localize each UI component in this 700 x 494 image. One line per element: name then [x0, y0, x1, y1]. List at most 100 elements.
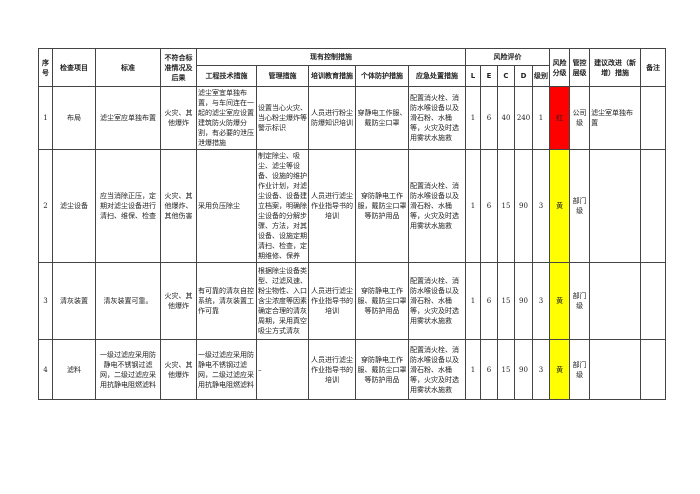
table-cell [589, 339, 642, 400]
header-row: 序号 检查项目 标准 不符合标准情况及后果 现有控制措施 风险评价 风险分级 管… [38, 48, 667, 87]
header-cell: 风险评价 [464, 48, 551, 66]
table-cell: 人员进行滤尘作业指导书的培训 [308, 262, 356, 340]
table-cell: 布局 [52, 86, 96, 150]
table-cell: 6 [480, 262, 498, 340]
table-cell: 40 [497, 86, 515, 150]
table-cell: 3 [531, 149, 551, 263]
table-row: 1 布局 滤尘室应单独布置 火灾、其他爆炸 滤尘室宜单独布置，与车间连在一起的滤尘室应设… [38, 86, 667, 150]
table-cell: 黄 [549, 339, 571, 400]
table-cell: 部门级 [569, 339, 591, 400]
table-cell: 公司级 [569, 86, 591, 150]
header-cell: 备注 [640, 48, 667, 87]
table-cell: 90 [514, 262, 533, 340]
table-cell: 90 [514, 149, 533, 263]
table-cell: 火灾、其他爆炸 [160, 339, 197, 400]
table-cell: 黄 [549, 262, 571, 340]
table-cell: 配置消火栓、消防水喉设备以及滑石粉、水桶等，火灾及时选用雾状水施救 [408, 262, 466, 340]
table-cell: 1 [465, 339, 481, 400]
header-cell: 管控层级 [569, 48, 591, 87]
table-cell: 清灰装置可靠。 [95, 262, 161, 340]
table-cell [589, 262, 642, 340]
table-cell: 3 [38, 262, 53, 340]
table-cell: 清灰装置 [52, 262, 96, 340]
table-cell: 一级过滤应采用防静电不锈钢过滤网，二级过滤应采用抗静电阻燃滤料 [95, 339, 161, 400]
table-row: 4 滤料 一级过滤应采用防静电不锈钢过滤网，二级过滤应采用抗静电阻燃滤料 火灾、其他爆… [38, 339, 667, 400]
header-cell: C [497, 65, 515, 87]
table-cell: 火灾、其他爆炸、其他伤害 [160, 149, 197, 263]
table-row: 2 滤尘设备 应当消除正压，定期对滤尘设备进行清扫、维保、检查 火灾、其他爆炸、其他伤… [38, 149, 667, 263]
table-cell: 红 [549, 86, 571, 150]
table-cell: 1 [465, 262, 481, 340]
table-cell: – [256, 339, 309, 400]
header-cell: 建议改进（新增）措施 [589, 48, 642, 87]
table-cell [640, 149, 667, 263]
table-cell: 90 [514, 339, 533, 400]
table-cell: 火灾、其他爆炸 [160, 262, 197, 340]
header-cell: 个体防护措施 [355, 65, 409, 87]
header-cell: L [465, 65, 481, 87]
table-cell: 滤尘室单独布置 [589, 86, 642, 150]
header-cell: 级别 [531, 65, 551, 87]
table-cell [640, 339, 667, 400]
header-cell: 序号 [38, 48, 53, 87]
table-cell: 1 [531, 86, 551, 150]
header-cell: 培训教育措施 [308, 65, 356, 87]
table-cell: 黄 [549, 149, 571, 263]
table-cell: 部门级 [569, 149, 591, 263]
table-cell: 配置消火栓、消防水喉设备以及滑石粉、水桶等，火灾及时选用雾状水施救 [408, 149, 466, 263]
table-cell: 人员进行粉尘防爆知识培训 [308, 86, 356, 150]
table-cell: 穿静电工作服、戴防尘口罩 [355, 86, 409, 150]
header-cell: 管理措施 [256, 65, 309, 87]
table-row: 3 清灰装置 清灰装置可靠。 火灾、其他爆炸 有可靠的清灰自控系统，清灰装置工作可靠 根据… [38, 262, 667, 340]
table-cell: 3 [531, 339, 551, 400]
table-cell: 滤尘室宜单独布置，与车间连在一起的滤尘室应设置建筑防火防爆分割，有必要的泄压泄爆… [196, 86, 257, 150]
table-cell: 一级过滤应采用防静电不锈钢过滤网，二级过滤应采用抗静电阻燃滤料 [196, 339, 257, 400]
table-cell: 人员进行滤尘作业指导书的培训 [308, 149, 356, 263]
risk-table: 序号 检查项目 标准 不符合标准情况及后果 现有控制措施 风险评价 风险分级 管… [38, 48, 667, 400]
table-cell: 15 [497, 339, 515, 400]
table-cell: 1 [465, 149, 481, 263]
table-cell: 滤尘室应单独布置 [95, 86, 161, 150]
header-cell: 不符合标准情况及后果 [160, 48, 197, 87]
table-cell: 人员进行滤尘作业指导书的培训 [308, 339, 356, 400]
table-cell: 制定除尘、吸尘、滤尘等设备、设施的维护作业计划，对滤尘设备、设备建立档案，明确除… [256, 149, 309, 263]
table-cell: 滤尘设备 [52, 149, 96, 263]
table-cell: 应当消除正压，定期对滤尘设备进行清扫、维保、检查 [95, 149, 161, 263]
table-cell: 穿防静电工作服、戴防尘口罩等防护用品 [355, 262, 409, 340]
header-cell: 现有控制措施 [196, 48, 466, 66]
table-cell: 穿防静电工作服，戴防尘口罩等防护用品 [355, 149, 409, 263]
table-cell: 6 [480, 149, 498, 263]
table-cell [640, 86, 667, 150]
table-head: 序号 检查项目 标准 不符合标准情况及后果 现有控制措施 风险评价 风险分级 管… [38, 48, 667, 87]
table-cell: 设置当心火灾、当心粉尘爆炸等警示标识 [256, 86, 309, 150]
table-cell: 15 [497, 149, 515, 263]
table-cell: 2 [38, 149, 53, 263]
table-cell: 采用负压除尘 [196, 149, 257, 263]
table-cell: 部门级 [569, 262, 591, 340]
header-cell: 风险分级 [549, 48, 571, 87]
header-cell: D [514, 65, 533, 87]
table-cell: 滤料 [52, 339, 96, 400]
table-cell: 火灾、其他爆炸 [160, 86, 197, 150]
table-cell [589, 149, 642, 263]
table-cell: 1 [465, 86, 481, 150]
header-cell: 工程技术措施 [196, 65, 257, 87]
header-cell: E [480, 65, 498, 87]
table-cell: 15 [497, 262, 515, 340]
table-cell: 穿防静电工作服、戴防尘口罩等防护用品 [355, 339, 409, 400]
table-cell: 配置消火栓、消防水喉设备以及滑石粉、水桶等，火灾及时选用雾状水施救 [408, 339, 466, 400]
table-body: 1 布局 滤尘室应单独布置 火灾、其他爆炸 滤尘室宜单独布置，与车间连在一起的滤尘室应设… [38, 86, 667, 400]
table-cell [640, 262, 667, 340]
table-cell: 6 [480, 339, 498, 400]
table-cell: 3 [531, 262, 551, 340]
table-cell: 240 [514, 86, 533, 150]
table-cell: 有可靠的清灰自控系统，清灰装置工作可靠 [196, 262, 257, 340]
header-cell: 标准 [95, 48, 161, 87]
table-cell: 1 [38, 86, 53, 150]
table-cell: 根据除尘设备类型、过滤风速、粉尘物性、入口含尘浓度等因素确定合理的清灰周期，采用… [256, 262, 309, 340]
header-cell: 应急处置措施 [408, 65, 466, 87]
header-row: 工程技术措施 管理措施 培训教育措施 个体防护措施 应急处置措施 L E C D… [39, 65, 666, 87]
table-cell: 4 [38, 339, 53, 400]
table-cell: 配置消火栓、消防水喉设备以及滑石粉、水桶等，火灾及时选用雾状水施救 [408, 86, 466, 150]
